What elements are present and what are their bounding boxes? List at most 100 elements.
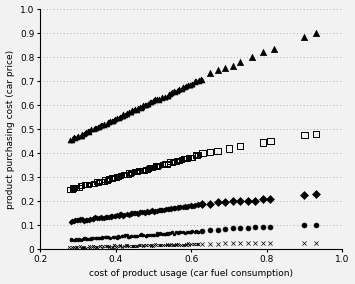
Point bbox=[110, 119, 116, 123]
Point bbox=[162, 95, 168, 99]
Point bbox=[260, 50, 266, 55]
Point bbox=[207, 228, 213, 232]
Point bbox=[186, 155, 192, 159]
Point bbox=[132, 106, 138, 111]
Point bbox=[185, 204, 191, 208]
Point bbox=[196, 153, 202, 157]
Point bbox=[146, 210, 151, 215]
Point bbox=[143, 243, 148, 248]
Point bbox=[178, 229, 183, 234]
Point bbox=[81, 245, 86, 249]
Point bbox=[151, 244, 156, 248]
Point bbox=[87, 182, 92, 186]
Point bbox=[165, 206, 171, 211]
Point bbox=[127, 110, 132, 114]
Point bbox=[185, 83, 191, 87]
Point bbox=[159, 96, 164, 100]
Point bbox=[143, 233, 149, 238]
Point bbox=[138, 106, 144, 111]
Point bbox=[97, 179, 102, 183]
Point bbox=[92, 181, 97, 186]
Point bbox=[68, 237, 74, 242]
Point bbox=[87, 217, 93, 222]
Point bbox=[146, 166, 152, 170]
Point bbox=[175, 206, 181, 211]
Point bbox=[141, 210, 147, 215]
Point bbox=[186, 155, 192, 159]
Point bbox=[141, 233, 146, 238]
Point bbox=[168, 206, 174, 210]
Point bbox=[237, 60, 243, 64]
Point bbox=[118, 174, 124, 178]
Point bbox=[168, 230, 173, 235]
Point bbox=[91, 127, 97, 131]
Point bbox=[124, 243, 130, 247]
Point bbox=[111, 176, 117, 180]
Point bbox=[187, 230, 192, 235]
Point bbox=[148, 243, 154, 247]
Point bbox=[186, 243, 192, 247]
Point bbox=[77, 244, 83, 249]
Point bbox=[157, 243, 162, 247]
Point bbox=[96, 125, 102, 129]
Point bbox=[118, 212, 123, 216]
Point bbox=[162, 232, 168, 236]
Point bbox=[184, 205, 190, 209]
Point bbox=[80, 218, 86, 222]
Point bbox=[70, 136, 76, 141]
Point bbox=[126, 171, 131, 175]
Point bbox=[164, 162, 170, 166]
Point bbox=[76, 218, 81, 223]
Point bbox=[87, 218, 92, 222]
Point bbox=[159, 163, 165, 167]
Point bbox=[171, 206, 176, 210]
Point bbox=[268, 197, 273, 201]
Point bbox=[122, 173, 127, 177]
Point bbox=[132, 244, 137, 248]
Point bbox=[99, 123, 104, 128]
Point bbox=[86, 130, 92, 135]
Point bbox=[123, 243, 129, 248]
Point bbox=[187, 230, 193, 235]
Point bbox=[180, 85, 186, 89]
Point bbox=[77, 218, 82, 222]
Point bbox=[124, 112, 130, 116]
Point bbox=[193, 229, 199, 234]
Point bbox=[195, 202, 201, 206]
Point bbox=[141, 244, 146, 248]
Point bbox=[138, 168, 144, 173]
Point bbox=[109, 119, 115, 123]
Point bbox=[105, 235, 111, 239]
Point bbox=[104, 235, 110, 239]
Point bbox=[72, 238, 78, 242]
Point bbox=[215, 68, 220, 73]
Point bbox=[69, 245, 75, 249]
Point bbox=[154, 209, 159, 214]
Point bbox=[106, 214, 111, 219]
Point bbox=[146, 167, 152, 171]
Point bbox=[69, 187, 75, 192]
Point bbox=[139, 105, 144, 110]
Point bbox=[188, 155, 194, 160]
Point bbox=[86, 245, 91, 250]
Point bbox=[268, 224, 273, 229]
Point bbox=[175, 241, 181, 246]
Point bbox=[191, 242, 197, 246]
Point bbox=[103, 215, 109, 220]
Point bbox=[237, 241, 243, 245]
Point bbox=[186, 241, 191, 246]
Point bbox=[313, 240, 319, 245]
Point bbox=[100, 244, 106, 248]
Point bbox=[99, 245, 105, 250]
Point bbox=[73, 185, 79, 190]
Point bbox=[302, 223, 307, 227]
Point bbox=[164, 242, 169, 247]
Point bbox=[92, 216, 97, 220]
Point bbox=[83, 237, 88, 241]
Point bbox=[85, 128, 91, 133]
Point bbox=[245, 241, 251, 245]
Point bbox=[302, 133, 307, 137]
Point bbox=[101, 122, 107, 127]
Y-axis label: product purchasing cost (car price): product purchasing cost (car price) bbox=[6, 50, 15, 209]
Point bbox=[172, 205, 178, 210]
